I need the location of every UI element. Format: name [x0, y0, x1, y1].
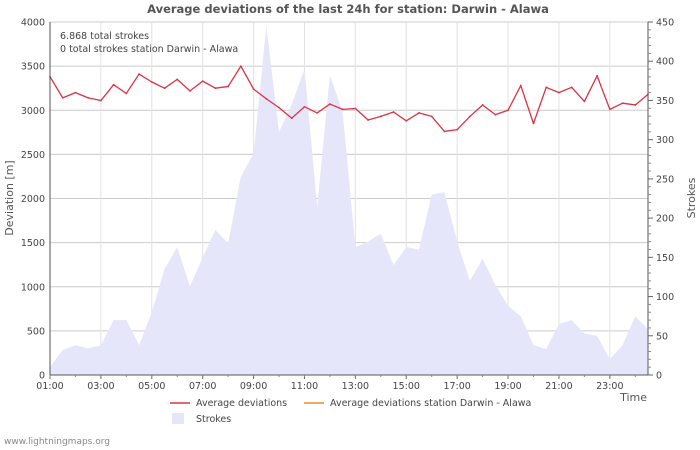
deviation-point	[519, 84, 522, 87]
info-total-strokes: 6.868 total strokes	[60, 31, 149, 42]
footer-credit: www.lightningmaps.org	[4, 437, 110, 447]
y-tick-label: 2500	[21, 150, 45, 161]
deviation-point	[239, 65, 242, 68]
deviation-point	[316, 111, 319, 114]
x-axis-ticks: 01:00 03:00 05:00 07:00 09:00 11:00 13:00 15:00…	[36, 375, 636, 392]
x-tick-label: 05:00	[138, 381, 165, 392]
y-tick-label: 500	[27, 326, 45, 337]
deviation-point	[150, 81, 153, 83]
x-tick-label: 09:00	[240, 381, 267, 392]
deviation-point	[392, 111, 395, 113]
deviation-point	[61, 96, 64, 99]
y2-tick-label: 400	[656, 57, 674, 68]
deviation-point	[596, 74, 599, 77]
deviation-point	[227, 85, 230, 88]
deviation-point	[456, 128, 459, 131]
deviation-point	[138, 73, 140, 75]
strokes-area-layer	[50, 25, 648, 376]
deviation-point	[341, 108, 344, 111]
average-deviations-line	[49, 65, 649, 133]
deviation-point	[112, 83, 115, 86]
deviation-point	[583, 100, 586, 103]
deviation-point	[430, 115, 433, 118]
deviation-point	[99, 99, 102, 102]
legend-swatch-strokes	[172, 413, 184, 424]
y2-tick-label: 200	[656, 214, 674, 225]
deviation-point	[379, 115, 382, 118]
deviation-point	[468, 115, 471, 118]
deviation-point	[621, 102, 624, 105]
deviation-point	[189, 89, 191, 92]
y2-tick-label: 300	[656, 135, 674, 146]
deviation-point	[329, 103, 331, 105]
right-axis-ticks: 0 50 100 150 200 250 300 350 400 450	[648, 18, 674, 382]
deviation-point	[507, 109, 509, 112]
deviation-point	[163, 87, 166, 90]
deviation-point	[201, 80, 204, 83]
x-tick-label: 21:00	[545, 381, 572, 392]
info-station-strokes: 0 total strokes station Darwin - Alawa	[60, 44, 238, 55]
deviation-point	[74, 91, 77, 94]
left-axis-ticks: 0 500 1000 1500 2000 2500 3000 3500 4000	[21, 18, 45, 382]
deviation-point	[125, 92, 128, 95]
deviation-point	[278, 106, 280, 109]
y-tick-label: 1500	[21, 238, 45, 249]
y-tick-label: 4000	[21, 18, 45, 29]
y2-axis-label: Strokes	[685, 177, 698, 218]
deviation-point	[608, 108, 611, 111]
x-tick-label: 15:00	[393, 381, 420, 392]
y-tick-label: 2000	[21, 194, 45, 205]
deviation-point	[354, 107, 357, 110]
deviation-point	[418, 111, 420, 114]
y-axis-label: Deviation [m]	[3, 160, 16, 235]
deviation-point	[570, 86, 573, 89]
deviation-point	[87, 96, 90, 99]
legend-label-station-deviations: Average deviations station Darwin - Alaw…	[330, 398, 531, 409]
x-tick-label: 01:00	[36, 381, 63, 392]
deviation-point	[405, 119, 408, 122]
x-tick-label: 17:00	[443, 381, 470, 392]
deviation-point	[481, 104, 484, 106]
deviation-point	[252, 88, 255, 90]
y2-tick-label: 0	[656, 371, 662, 382]
deviation-point	[532, 122, 535, 125]
y2-tick-label: 100	[656, 292, 674, 303]
x-tick-label: 11:00	[291, 381, 318, 392]
x-tick-label: 07:00	[189, 381, 216, 392]
deviation-point	[545, 86, 548, 89]
strokes-area	[50, 25, 648, 376]
x-axis-label: Time	[619, 391, 647, 404]
y-tick-label: 3500	[21, 62, 45, 73]
deviation-point	[303, 105, 306, 108]
y2-tick-label: 250	[656, 174, 674, 185]
deviation-point	[214, 87, 217, 90]
x-tick-label: 23:00	[596, 381, 623, 392]
x-tick-label: 03:00	[87, 381, 114, 392]
deviation-point	[494, 113, 497, 116]
deviation-point	[265, 97, 268, 100]
y2-tick-label: 350	[656, 96, 674, 107]
legend-label-strokes: Strokes	[196, 414, 231, 425]
deviation-point	[443, 130, 446, 133]
legend-label-average-deviations: Average deviations	[196, 398, 287, 409]
deviation-point	[558, 91, 560, 94]
y-tick-label: 0	[39, 371, 45, 382]
deviation-point	[634, 104, 637, 106]
deviation-point	[290, 117, 293, 120]
deviation-point	[176, 78, 179, 81]
y-tick-label: 1000	[21, 282, 45, 293]
y2-tick-label: 150	[656, 253, 674, 264]
x-tick-label: 19:00	[494, 381, 521, 392]
chart-title: Average deviations of the last 24h for s…	[147, 2, 549, 16]
deviation-point	[367, 119, 369, 121]
y-tick-label: 3000	[21, 106, 45, 117]
x-tick-label: 13:00	[342, 381, 369, 392]
axes	[49, 22, 649, 376]
y2-tick-label: 50	[656, 331, 668, 342]
y2-tick-label: 450	[656, 18, 674, 29]
